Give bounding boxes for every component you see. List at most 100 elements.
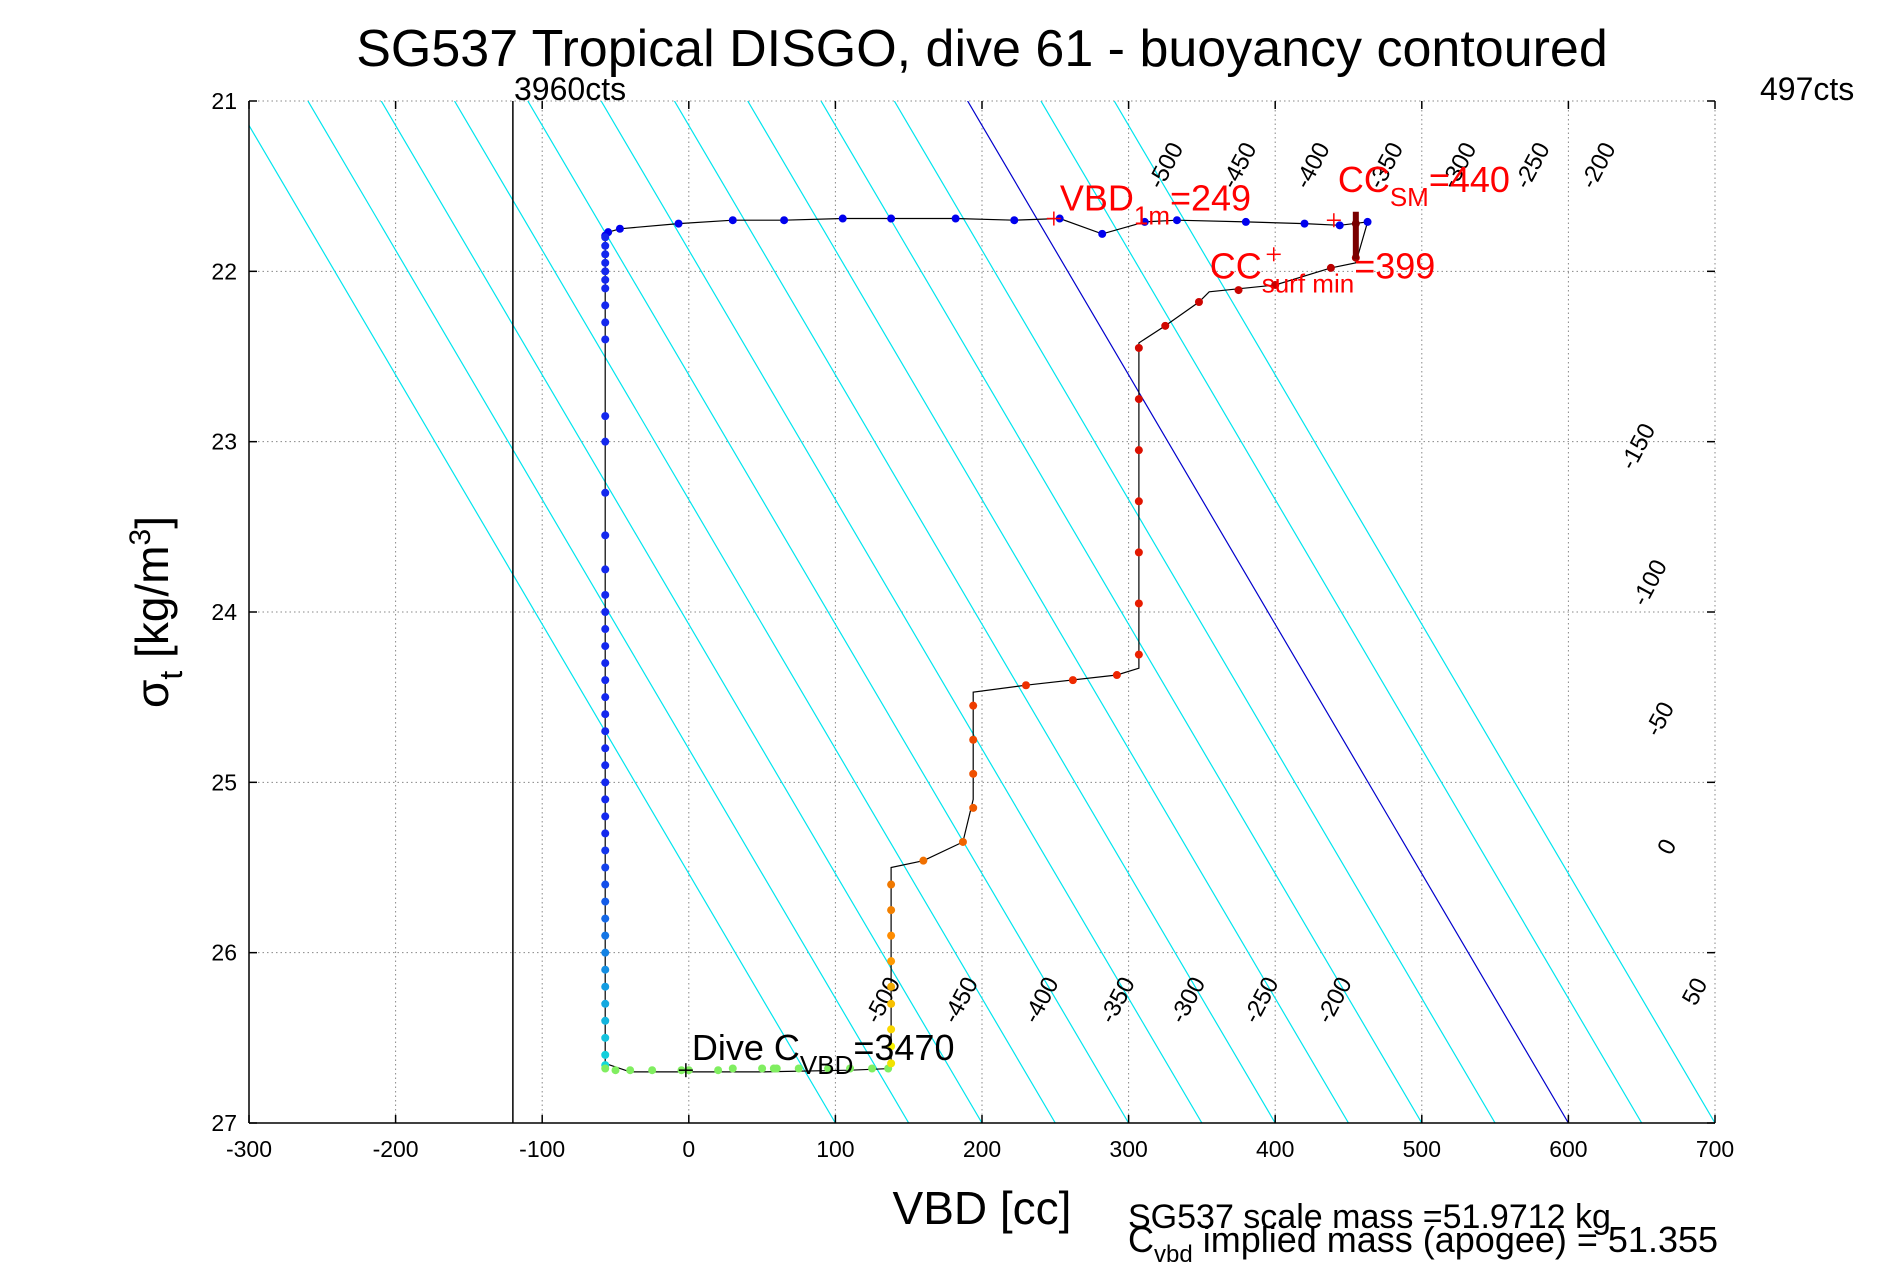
climb-point	[887, 906, 896, 915]
marker-label-value: =440	[1429, 159, 1510, 200]
bottom-point	[824, 1064, 833, 1073]
left-leg-point	[601, 318, 610, 327]
left-leg-point	[601, 812, 610, 821]
contour-line	[820, 101, 1423, 1123]
left-leg-point	[601, 1050, 610, 1059]
climb-point	[1194, 297, 1203, 306]
left-leg-point	[601, 565, 610, 574]
left-leg-point	[601, 233, 610, 242]
descent-point	[1300, 219, 1309, 228]
y-tick-label: 22	[211, 258, 237, 284]
marker-label-sub: SM	[1390, 182, 1429, 212]
marker-label-main: CC	[1338, 159, 1390, 200]
buoyancy-contours	[249, 101, 1715, 1123]
left-leg-point	[601, 829, 610, 838]
climb-point	[969, 701, 978, 710]
left-leg-point	[601, 710, 610, 719]
descent-point	[615, 224, 624, 233]
descent-point	[674, 219, 683, 228]
climb-point	[1134, 599, 1143, 608]
left-leg-point	[601, 965, 610, 974]
descent-point	[887, 214, 896, 223]
bottom-point	[714, 1066, 723, 1075]
climb-point	[969, 769, 978, 778]
climb-point	[1134, 650, 1143, 659]
descent-point	[1010, 216, 1019, 225]
implied-mass-text: Cvbd implied mass (apogee) = 51.355	[1128, 1219, 1718, 1262]
left-leg-point	[601, 642, 610, 651]
descent-point	[951, 214, 960, 223]
y-tick-label: 26	[211, 940, 237, 966]
y-axis-label: σt [kg/m3]	[124, 516, 189, 708]
climb-point	[1134, 497, 1143, 506]
marker-label-main: VBD	[1060, 178, 1134, 219]
contour-line	[673, 101, 1276, 1123]
x-tick-label: 300	[1109, 1136, 1147, 1162]
x-tick-label: 500	[1403, 1136, 1441, 1162]
climb-point	[887, 1025, 896, 1034]
x-tick-label: 600	[1549, 1136, 1587, 1162]
contour-line	[600, 101, 1203, 1123]
left-leg-point	[601, 258, 610, 267]
climb-point	[887, 1042, 896, 1051]
marker-label-main: Dive C	[692, 1027, 800, 1068]
left-leg-point	[601, 914, 610, 923]
bottom-point	[611, 1066, 620, 1075]
y-tick-label: 23	[211, 429, 237, 455]
left-leg-point	[601, 863, 610, 872]
bottom-point	[728, 1064, 737, 1073]
counts-label-left: 3960cts	[514, 71, 626, 107]
x-tick-label: 400	[1256, 1136, 1294, 1162]
climb-point	[1271, 280, 1280, 289]
bottom-point	[772, 1064, 781, 1073]
left-leg-point	[601, 335, 610, 344]
climb-point	[958, 837, 967, 846]
left-leg-point	[601, 284, 610, 293]
left-leg-point	[601, 275, 610, 284]
y-axis-label-unit: [kg/m	[126, 545, 178, 670]
left-leg-point	[601, 846, 610, 855]
x-tick-label: -200	[373, 1136, 419, 1162]
chart-title: SG537 Tropical DISGO, dive 61 - buoyancy…	[356, 20, 1608, 78]
implied-mass-rest: implied mass (apogee) = 51.355	[1193, 1219, 1718, 1260]
contour-line	[527, 101, 1130, 1123]
left-leg-point	[601, 676, 610, 685]
implied-mass-main: C	[1128, 1219, 1154, 1260]
profile-points	[601, 211, 1372, 1075]
climb-point	[1068, 676, 1077, 685]
marker-label-value: =3470	[853, 1027, 954, 1068]
left-leg-point	[601, 982, 610, 991]
left-leg-point	[601, 267, 610, 276]
y-axis-label-main: σ	[126, 680, 178, 708]
left-leg-point	[601, 693, 610, 702]
left-leg-point	[601, 488, 610, 497]
climb-point	[1021, 681, 1030, 690]
contour-line	[1040, 101, 1643, 1123]
contour-line	[893, 101, 1496, 1123]
left-leg-point	[601, 1016, 610, 1025]
left-leg-point	[601, 625, 610, 634]
marker-label-sub: VBD	[800, 1050, 853, 1080]
climb-point	[887, 982, 896, 991]
left-leg-point	[601, 1033, 610, 1042]
contour-line	[747, 101, 1350, 1123]
y-tick-label: 21	[211, 88, 237, 114]
climb-point	[1134, 548, 1143, 557]
left-leg-point	[601, 778, 610, 787]
marker-label-value: =399	[1354, 245, 1435, 286]
x-axis-label: VBD [cc]	[893, 1182, 1072, 1234]
x-tick-label: -100	[519, 1136, 565, 1162]
profile-path	[604, 217, 1369, 1073]
left-leg-point	[601, 999, 610, 1008]
left-leg-point	[601, 590, 610, 599]
bottom-point	[601, 1064, 610, 1073]
left-leg-point	[601, 301, 610, 310]
bottom-point	[648, 1066, 657, 1075]
descent-point	[780, 216, 789, 225]
left-leg-point	[601, 608, 610, 616]
climb-point	[887, 931, 896, 940]
descent-point	[838, 214, 847, 223]
x-tick-label: 0	[682, 1136, 695, 1162]
